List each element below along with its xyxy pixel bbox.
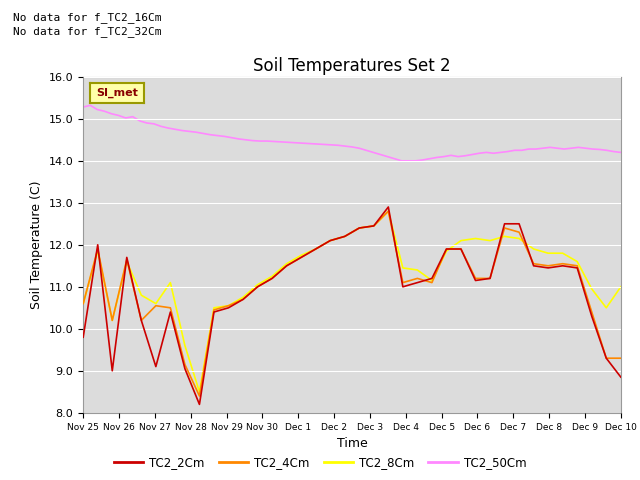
Title: Soil Temperatures Set 2: Soil Temperatures Set 2 (253, 57, 451, 75)
Text: No data for f_TC2_32Cm: No data for f_TC2_32Cm (13, 26, 161, 37)
Legend: TC2_2Cm, TC2_4Cm, TC2_8Cm, TC2_50Cm: TC2_2Cm, TC2_4Cm, TC2_8Cm, TC2_50Cm (109, 452, 531, 474)
Y-axis label: Soil Temperature (C): Soil Temperature (C) (30, 180, 43, 309)
Text: SI_met: SI_met (96, 88, 138, 98)
X-axis label: Time: Time (337, 437, 367, 450)
Text: No data for f_TC2_16Cm: No data for f_TC2_16Cm (13, 12, 161, 23)
